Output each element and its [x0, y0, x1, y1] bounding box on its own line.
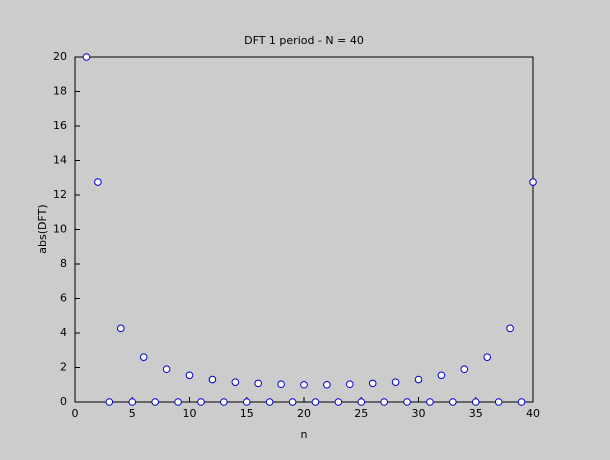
y-axis-label: abs(DFT): [36, 204, 49, 253]
y-tick-label: 12: [53, 188, 67, 201]
x-tick-label: 15: [240, 407, 254, 420]
point: [197, 398, 205, 406]
y-tick-label: 20: [53, 50, 67, 63]
point: [277, 380, 285, 389]
x-tick-label: 25: [354, 407, 368, 420]
y-tick-label: 4: [60, 326, 67, 339]
y-tick-label: 0: [60, 395, 67, 408]
point: [426, 398, 434, 406]
point: [346, 380, 354, 389]
point: [323, 380, 331, 389]
point: [483, 353, 492, 361]
point: [529, 178, 537, 186]
x-tick-label: 0: [72, 407, 79, 420]
point: [117, 324, 125, 333]
point: [471, 398, 480, 406]
y-tick-label: 2: [60, 361, 67, 374]
point: [403, 398, 411, 406]
point: [368, 379, 377, 388]
point: [128, 398, 137, 406]
point: [265, 398, 274, 406]
point: [162, 365, 171, 374]
point: [449, 398, 457, 406]
y-tick-label: 8: [60, 257, 67, 270]
point: [334, 398, 343, 406]
point: [311, 398, 320, 406]
x-tick-label: 35: [469, 407, 483, 420]
point: [506, 324, 514, 333]
point: [105, 398, 114, 406]
point: [220, 398, 228, 406]
y-tick-label: 6: [60, 292, 67, 305]
x-tick-label: 30: [412, 407, 426, 420]
point: [460, 365, 469, 374]
x-tick-label: 40: [526, 407, 540, 420]
point: [494, 398, 503, 406]
point: [391, 378, 400, 386]
y-tick-label: 16: [53, 119, 67, 132]
point: [151, 398, 159, 406]
point: [300, 380, 308, 389]
y-tick-label: 18: [53, 85, 67, 98]
point: [82, 53, 91, 61]
point: [254, 379, 263, 388]
y-tick-label: 14: [53, 154, 67, 167]
point: [357, 398, 366, 406]
x-tick-label: 10: [183, 407, 197, 420]
point: [288, 398, 297, 406]
x-tick-label: 5: [129, 407, 136, 420]
x-tick-label: 20: [297, 407, 311, 420]
point: [139, 353, 148, 361]
point: [94, 178, 102, 186]
x-axis-label: n: [301, 428, 308, 441]
y-tick-label: 10: [53, 223, 67, 236]
point: [208, 375, 217, 384]
point: [437, 371, 446, 380]
point: [242, 398, 251, 406]
point: [231, 378, 240, 386]
point: [185, 371, 194, 380]
chart-title: DFT 1 period - N = 40: [244, 34, 364, 47]
point: [380, 398, 388, 406]
point: [174, 398, 182, 406]
point: [517, 398, 526, 406]
plot-frame: [74, 56, 534, 403]
point: [414, 375, 423, 384]
